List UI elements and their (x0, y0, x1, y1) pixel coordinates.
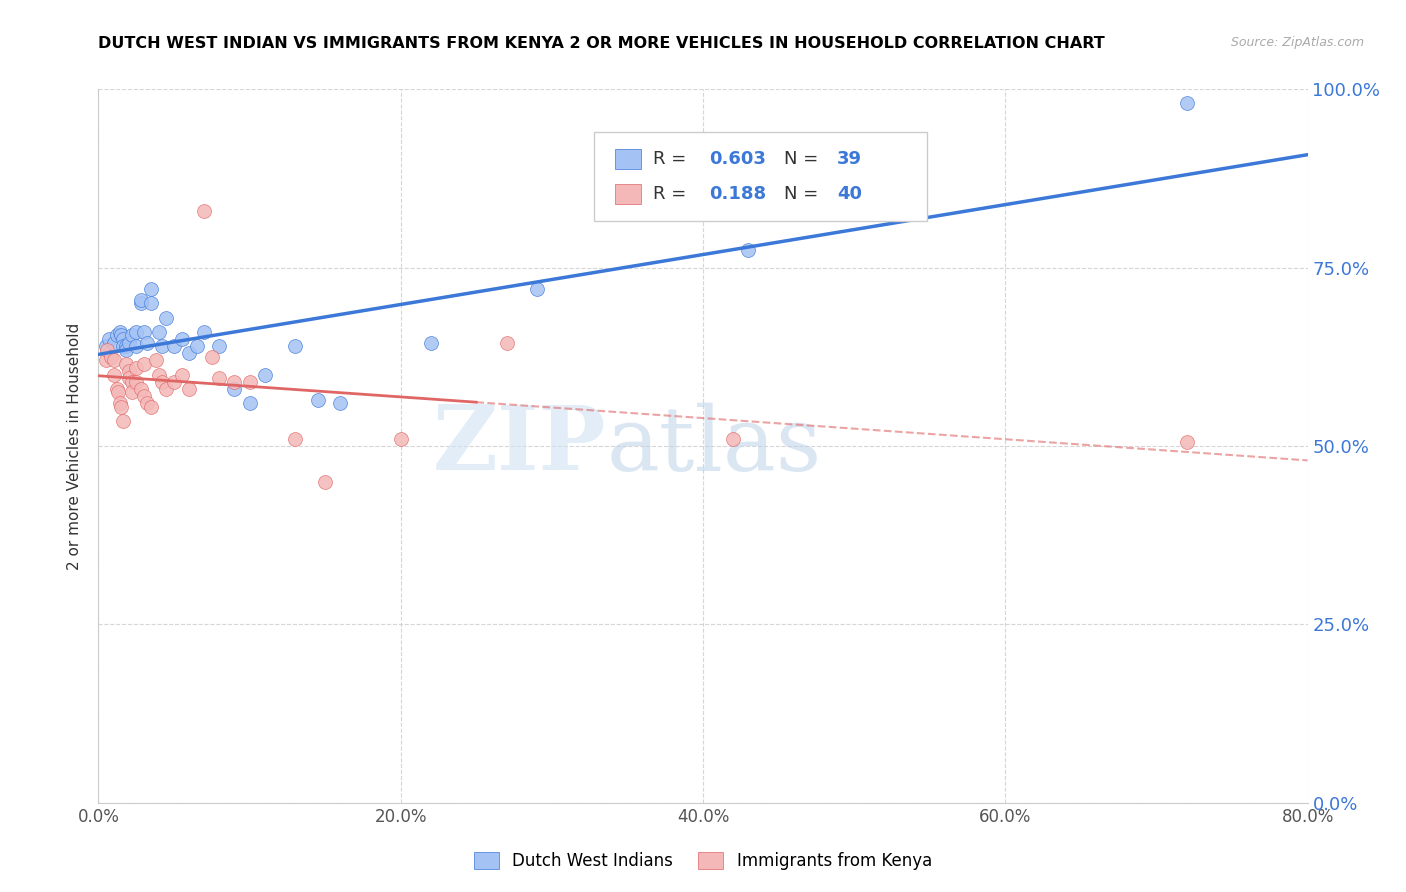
Point (239, 375, 262, 389)
Point (111, 339, 134, 353)
Text: 0.603: 0.603 (709, 150, 766, 168)
Point (121, 385, 143, 400)
Point (526, 282, 548, 296)
Point (125, 360, 148, 375)
Point (125, 325, 148, 339)
Point (1175, 435, 1198, 450)
Point (148, 325, 170, 339)
Point (163, 339, 186, 353)
Text: R =: R = (654, 150, 692, 168)
Point (723, 432, 745, 446)
Point (129, 293, 152, 307)
Point (329, 396, 352, 410)
Point (94, 353, 117, 368)
FancyBboxPatch shape (614, 184, 641, 204)
Point (114, 343, 136, 357)
Point (114, 357, 136, 371)
Point (110, 400, 132, 414)
Point (135, 396, 157, 410)
Point (389, 432, 412, 446)
Point (141, 296, 163, 310)
Point (100, 350, 122, 364)
Point (141, 282, 163, 296)
Point (118, 364, 141, 378)
Point (114, 339, 136, 353)
Text: Source: ZipAtlas.com: Source: ZipAtlas.com (1230, 36, 1364, 49)
Point (314, 475, 336, 489)
Point (103, 353, 125, 368)
Text: N =: N = (785, 186, 824, 203)
FancyBboxPatch shape (595, 132, 927, 221)
Point (148, 368, 170, 382)
Point (239, 396, 262, 410)
Point (103, 368, 125, 382)
Point (129, 296, 152, 310)
Text: atlas: atlas (606, 402, 821, 490)
Point (98, 332, 121, 346)
Point (224, 382, 246, 396)
Point (495, 335, 517, 350)
Point (125, 375, 148, 389)
Point (129, 382, 152, 396)
Text: R =: R = (654, 186, 692, 203)
Point (121, 375, 143, 389)
Point (103, 335, 125, 350)
Point (132, 389, 155, 403)
Point (121, 328, 143, 343)
Point (110, 328, 132, 343)
Point (307, 392, 329, 407)
Text: 39: 39 (837, 150, 862, 168)
Point (170, 332, 193, 346)
Point (150, 375, 173, 389)
Point (111, 332, 134, 346)
Point (135, 335, 157, 350)
Point (737, 243, 759, 257)
Point (132, 325, 155, 339)
Legend: Dutch West Indians, Immigrants from Kenya: Dutch West Indians, Immigrants from Keny… (467, 845, 939, 877)
Point (170, 368, 193, 382)
Point (94, 339, 117, 353)
Point (186, 339, 208, 353)
Point (105, 382, 128, 396)
Point (108, 396, 131, 410)
Point (96, 343, 118, 357)
Point (179, 382, 201, 396)
Point (108, 325, 131, 339)
Point (105, 328, 128, 343)
Point (284, 432, 307, 446)
Point (111, 414, 134, 428)
Text: 0.188: 0.188 (709, 186, 766, 203)
Point (284, 339, 307, 353)
Text: DUTCH WEST INDIAN VS IMMIGRANTS FROM KENYA 2 OR MORE VEHICLES IN HOUSEHOLD CORRE: DUTCH WEST INDIAN VS IMMIGRANTS FROM KEN… (98, 36, 1105, 51)
Point (132, 357, 155, 371)
Y-axis label: 2 or more Vehicles in Household: 2 or more Vehicles in Household (67, 322, 83, 570)
Point (155, 382, 177, 396)
Text: N =: N = (785, 150, 824, 168)
Point (224, 375, 246, 389)
Text: 40: 40 (837, 186, 862, 203)
FancyBboxPatch shape (614, 149, 641, 169)
Point (155, 310, 177, 325)
Point (141, 400, 163, 414)
Point (201, 350, 224, 364)
Point (208, 339, 231, 353)
Point (163, 375, 186, 389)
Point (193, 203, 215, 218)
Point (179, 346, 201, 360)
Point (420, 335, 443, 350)
Point (150, 339, 173, 353)
Point (1175, 96, 1198, 111)
Point (118, 335, 141, 350)
Point (125, 339, 148, 353)
Point (118, 371, 141, 385)
Point (253, 368, 276, 382)
Point (107, 385, 129, 400)
Point (208, 371, 231, 385)
Point (193, 325, 215, 339)
Text: ZIP: ZIP (433, 402, 606, 490)
Point (145, 353, 167, 368)
